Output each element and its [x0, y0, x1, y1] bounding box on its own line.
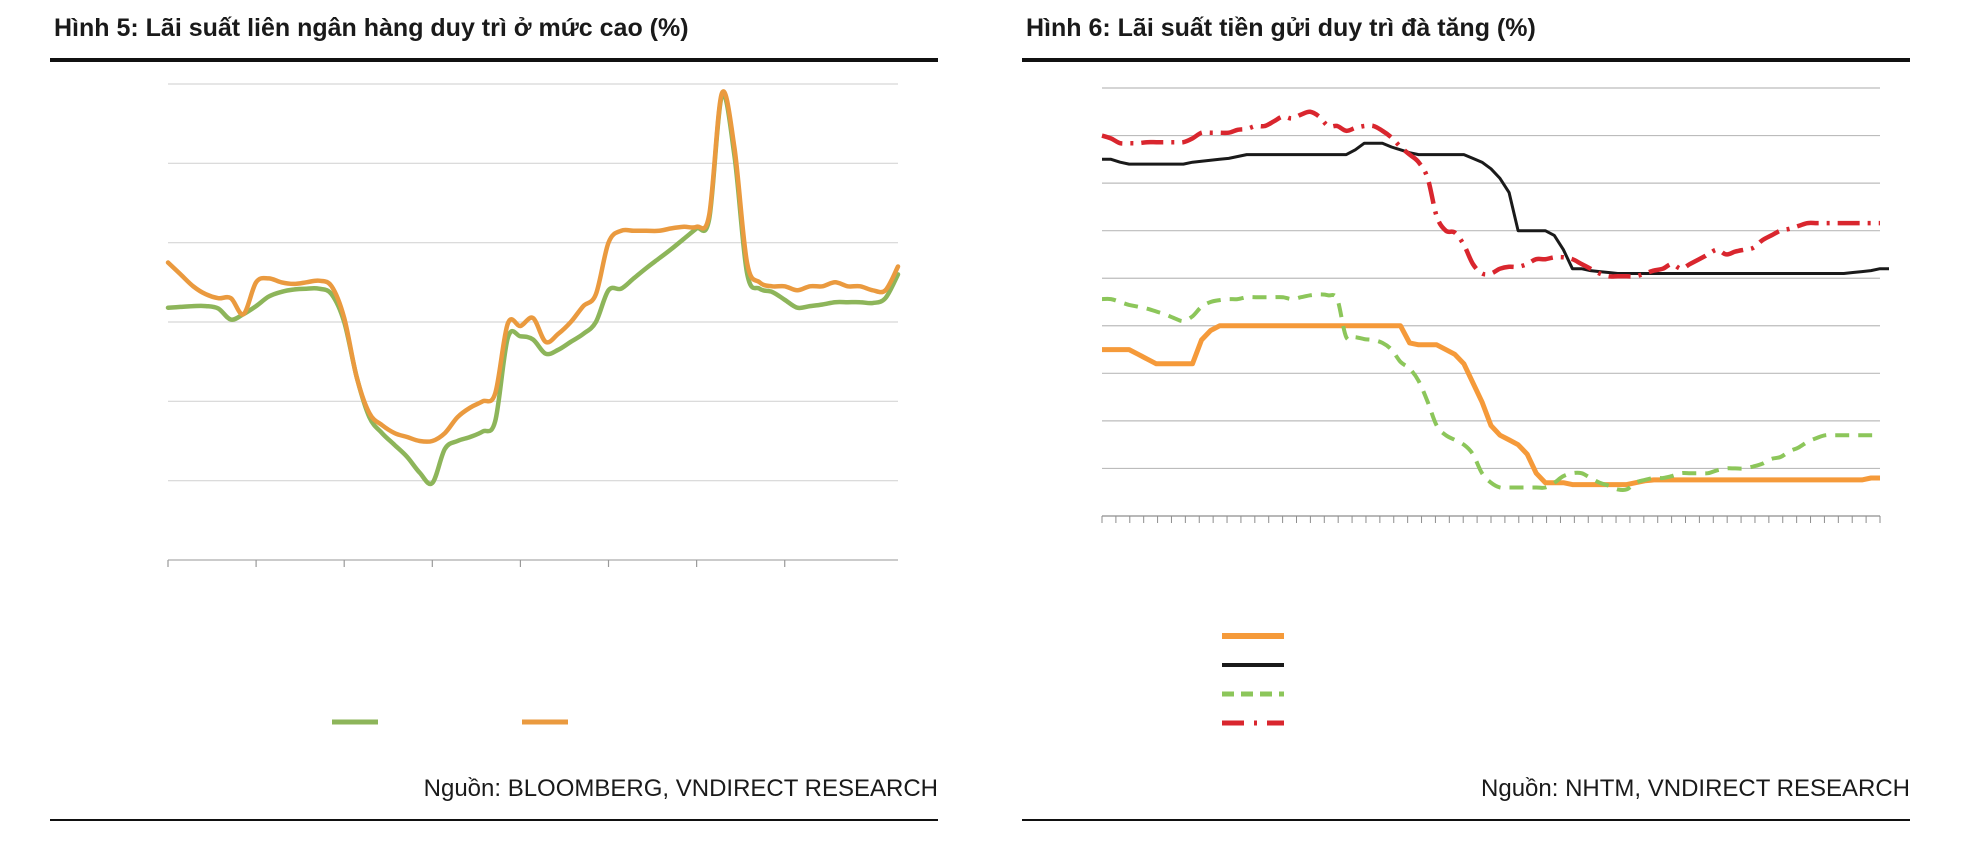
figure-5-top-rule	[50, 58, 938, 62]
figure-6-title: Hình 6: Lãi suất tiền gửi duy trì đà tăn…	[1026, 14, 1536, 42]
figure-5-bottom-rule	[50, 819, 938, 821]
series-line-12m-state	[1102, 141, 1889, 275]
interbank-rate-chart	[165, 83, 901, 725]
figure-5-source: Nguồn: BLOOMBERG, VNDIRECT RESEARCH	[423, 775, 938, 802]
series-line-3m-private	[1101, 292, 1880, 493]
series-line-12m-private	[1101, 109, 1880, 279]
series-line-one-week	[165, 89, 901, 445]
figure-6-bottom-rule	[1022, 819, 1910, 821]
series-line-overnight	[165, 91, 901, 487]
deposit-rate-chart	[1101, 87, 1889, 726]
figure-5-panel: Hình 5: Lãi suất liên ngân hàng duy trì …	[50, 0, 942, 858]
series-line-3m-state	[1102, 323, 1880, 488]
figure-6-top-rule	[1022, 58, 1910, 62]
figure-6-panel: Hình 6: Lãi suất tiền gửi duy trì đà tăn…	[1022, 0, 1914, 858]
figure-5-title: Hình 5: Lãi suất liên ngân hàng duy trì …	[54, 14, 689, 42]
figure-6-source: Nguồn: NHTM, VNDIRECT RESEARCH	[1481, 775, 1910, 802]
